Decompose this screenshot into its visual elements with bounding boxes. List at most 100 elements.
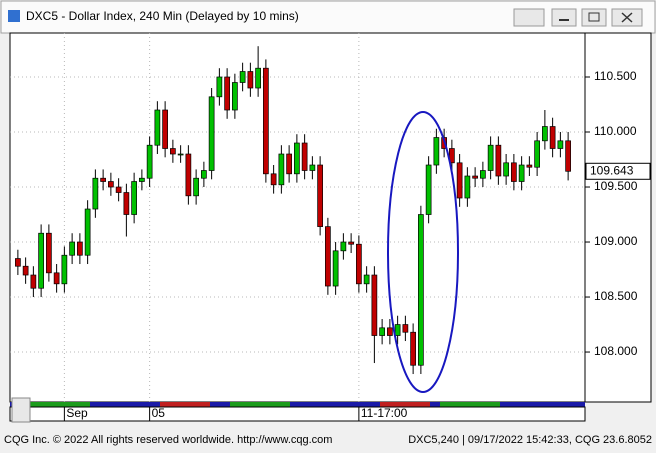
y-tick-label: 110.000 [594, 124, 637, 138]
y-tick-label: 109.000 [594, 234, 638, 248]
candle-body [487, 144, 494, 171]
candle-body [193, 177, 199, 197]
candle-body [433, 137, 440, 166]
candle-body [146, 144, 153, 179]
candle-body [22, 265, 29, 276]
candle-body [100, 177, 106, 182]
candle-body [61, 254, 68, 285]
candle-body [557, 140, 564, 149]
candle-body [177, 153, 184, 156]
candle-body [108, 181, 114, 188]
candle-body [456, 162, 463, 199]
candle-body [270, 173, 277, 186]
candle-body [464, 175, 471, 199]
candle-body [15, 258, 21, 267]
candle-body [77, 241, 83, 256]
price-axis-area [584, 32, 652, 403]
x-tick-label: 11-17:00 [361, 406, 408, 420]
window-buttons[interactable] [513, 8, 643, 27]
candle-body [511, 162, 517, 182]
candle-body [503, 162, 509, 177]
candle-body [526, 164, 533, 168]
candle-body [239, 71, 246, 83]
x-tick-label: 05 [152, 406, 166, 420]
candle-body [84, 208, 91, 256]
app-icon [8, 10, 20, 22]
candle-body [332, 250, 339, 287]
candle-body [69, 241, 75, 256]
candle-body [495, 144, 502, 177]
candle-body [208, 96, 215, 171]
y-tick-label: 108.000 [594, 344, 638, 358]
candle-body [185, 153, 192, 197]
candle-body [356, 243, 362, 285]
time-axis-area [9, 406, 586, 422]
candle-body [115, 186, 122, 193]
candle-body [309, 164, 316, 171]
candle-body [410, 331, 416, 366]
session-segment [380, 402, 430, 407]
candle-body [294, 142, 300, 175]
last-price-box [585, 162, 651, 180]
candle-body [123, 192, 130, 215]
scroll-handle[interactable] [11, 397, 31, 423]
y-tick-label: 108.500 [594, 289, 638, 303]
y-tick-label: 110.500 [594, 69, 637, 83]
candle-body [325, 226, 331, 287]
candle-body [232, 82, 238, 111]
title-bar [0, 0, 656, 34]
x-tick-label: Sep [66, 406, 88, 420]
candle-body [92, 177, 99, 210]
candle-body [387, 327, 393, 336]
session-segment [440, 402, 500, 407]
candle-body [425, 164, 432, 215]
candle-body [154, 109, 161, 146]
candle-body [286, 153, 292, 175]
y-tick-label: 109.500 [594, 179, 638, 193]
candle-body [53, 272, 60, 285]
minimize-button[interactable] [551, 8, 577, 27]
candle-body [518, 164, 525, 182]
candle-body [549, 126, 556, 149]
candle-body [170, 148, 176, 155]
footer-right: DXC5,240 | 09/17/2022 15:42:33, CQG 23.6… [408, 434, 652, 446]
candle-body [201, 170, 207, 179]
maximize-button[interactable] [581, 8, 607, 27]
candle-body [534, 140, 540, 168]
candle-body [224, 76, 230, 111]
candle-body [371, 274, 378, 336]
candle-body [278, 153, 285, 186]
maximize-icon [588, 12, 600, 22]
candle-body [131, 181, 137, 215]
candle-body [162, 109, 168, 149]
session-segment [230, 402, 290, 407]
candle-body [402, 324, 409, 333]
close-icon [621, 12, 633, 23]
candle-body [363, 274, 370, 285]
plot-area [9, 32, 586, 403]
footer-left: CQG Inc. © 2022 All rights reserved worl… [4, 434, 332, 446]
session-bar [10, 402, 585, 407]
session-segment [160, 402, 210, 407]
candle-body [38, 232, 44, 289]
candle-body [139, 177, 145, 182]
candle-body [348, 241, 354, 245]
candle-body [565, 140, 571, 172]
candle-body [247, 71, 254, 89]
annotation-ellipse [387, 111, 459, 393]
window-title: DXC5 - Dollar Index, 240 Min (Delayed by… [26, 9, 299, 23]
candle-body [472, 175, 478, 179]
candle-body [379, 327, 385, 336]
candle-body [542, 126, 548, 142]
candle-body [30, 274, 37, 289]
candle-body [317, 164, 323, 227]
last-price-label: 109.643 [590, 163, 634, 177]
candle-body [394, 324, 401, 336]
candle-body [340, 241, 347, 252]
link-button[interactable] [513, 8, 545, 27]
candle-body [418, 214, 424, 366]
candle-body [46, 232, 52, 274]
candle-body [480, 170, 486, 179]
